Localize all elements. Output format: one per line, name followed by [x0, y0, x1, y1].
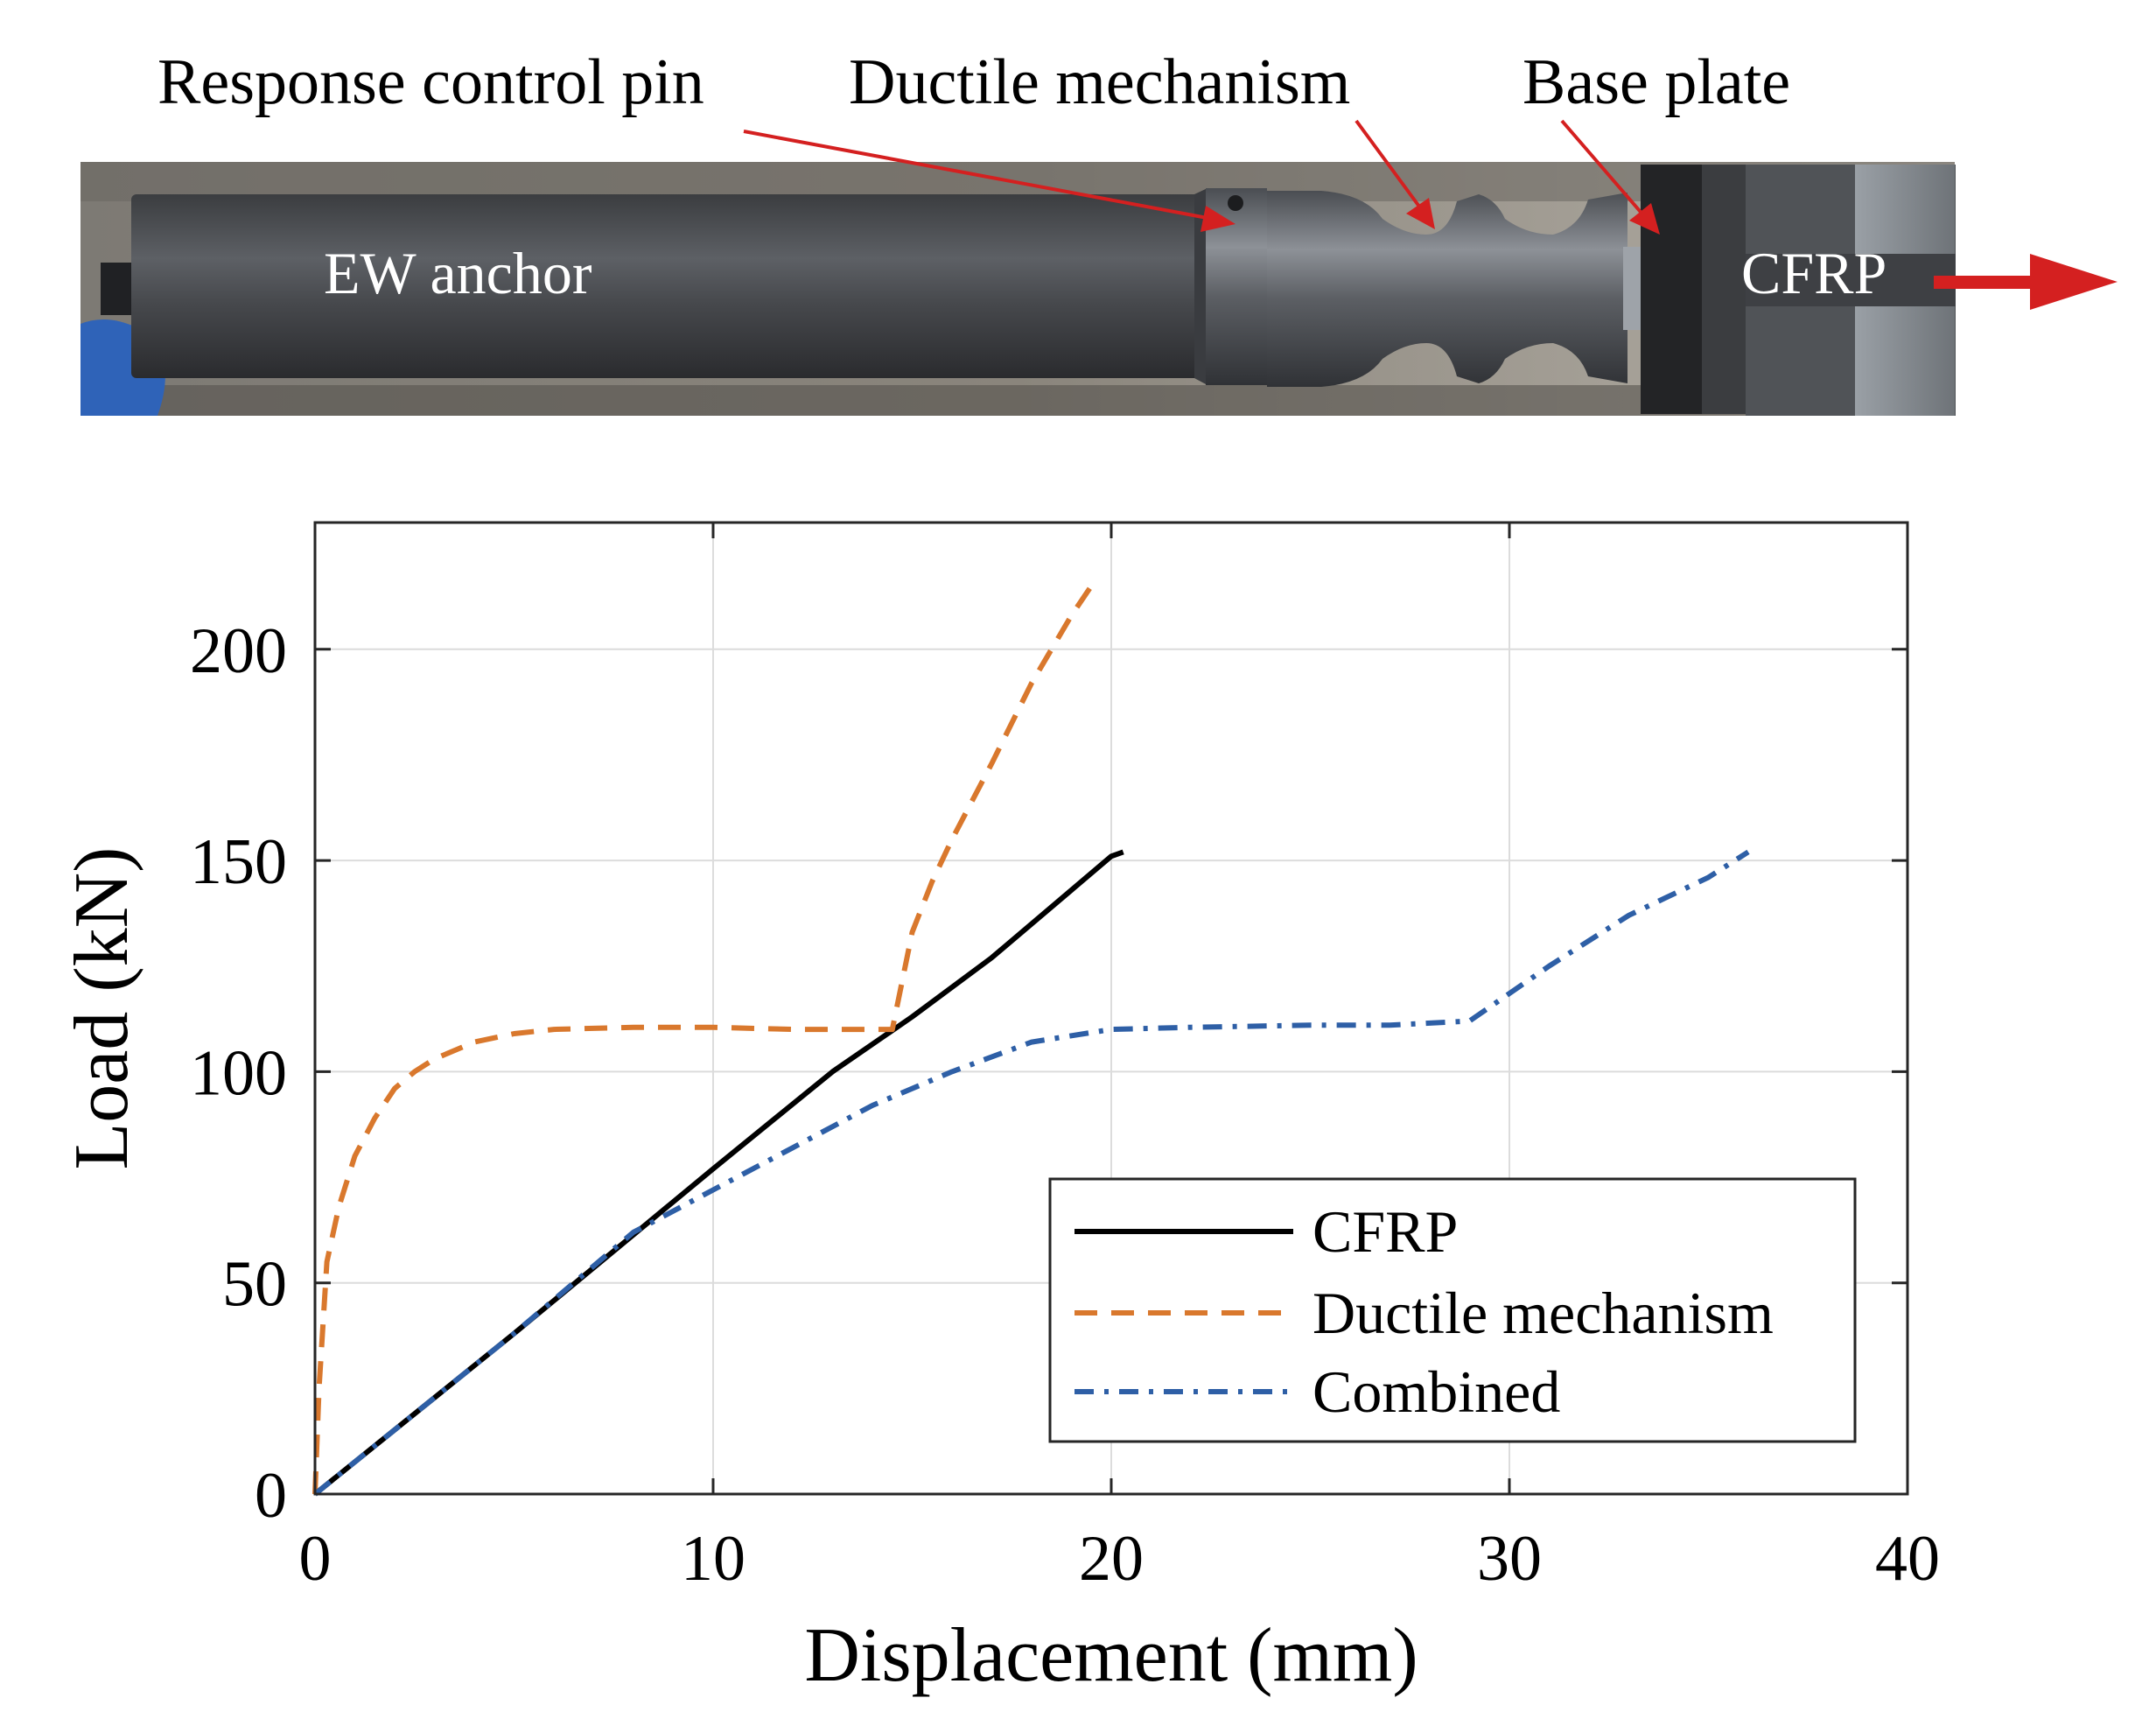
callout-arrowhead-pin — [1200, 206, 1236, 232]
legend: CFRP Ductile mechanism Combined — [1048, 1177, 1857, 1443]
callout-arrowhead-base-plate — [1629, 203, 1660, 235]
y-axis-label: Load (kN) — [60, 847, 144, 1170]
tick-labels: 0 10 20 30 40 0 50 100 150 200 — [190, 615, 1940, 1595]
callout-response-control-pin: Response control pin — [158, 46, 704, 118]
y-tick-label: 200 — [190, 615, 287, 687]
x-tick-label: 20 — [1079, 1523, 1144, 1595]
callout-ductile-mechanism: Ductile mechanism — [849, 46, 1350, 118]
x-tick-label: 40 — [1875, 1523, 1940, 1595]
x-axis-label: Displacement (mm) — [804, 1613, 1418, 1698]
base-plate-shape — [1641, 165, 1702, 414]
legend-label-combined: Combined — [1312, 1358, 1560, 1425]
x-tick-label: 30 — [1477, 1523, 1542, 1595]
x-tick-label: 10 — [681, 1523, 746, 1595]
load-arrow-icon — [1934, 254, 2118, 310]
base-plate-face — [1702, 165, 1750, 414]
x-tick-label: 0 — [299, 1523, 332, 1595]
legend-label-cfrp: CFRP — [1312, 1198, 1458, 1265]
callout-base-plate: Base plate — [1522, 46, 1790, 118]
ductile-mechanism-body — [1267, 191, 1628, 387]
legend-label-ductile-mechanism: Ductile mechanism — [1312, 1280, 1774, 1346]
cfrp-label: CFRP — [1741, 240, 1886, 306]
y-tick-label: 150 — [190, 826, 287, 898]
callout-arrows — [743, 119, 1660, 235]
legend-box — [1048, 1177, 1857, 1443]
response-control-pin-hole — [1228, 195, 1243, 211]
callout-arrow-base-plate — [1560, 119, 1647, 219]
series-line-ductile-mechanism — [312, 584, 1094, 1495]
callout-arrowhead-mechanism — [1406, 198, 1435, 229]
anchor-end-cap — [101, 263, 136, 315]
anchor-taper — [1194, 188, 1208, 385]
series — [312, 584, 1750, 1497]
cfrp-strip — [1746, 254, 1956, 306]
y-tick-label: 100 — [190, 1037, 287, 1109]
y-tick-label: 50 — [222, 1249, 287, 1321]
specimen-photo — [80, 162, 1956, 416]
ticks — [313, 523, 1909, 1496]
ew-anchor-label: EW anchor — [324, 240, 592, 306]
callout-arrow-mechanism — [1354, 119, 1424, 212]
callout-arrow-pin — [743, 130, 1213, 221]
y-tick-label: 0 — [255, 1460, 287, 1532]
ew-anchor-rod — [131, 194, 1203, 378]
series-line-cfrp — [313, 849, 1124, 1497]
